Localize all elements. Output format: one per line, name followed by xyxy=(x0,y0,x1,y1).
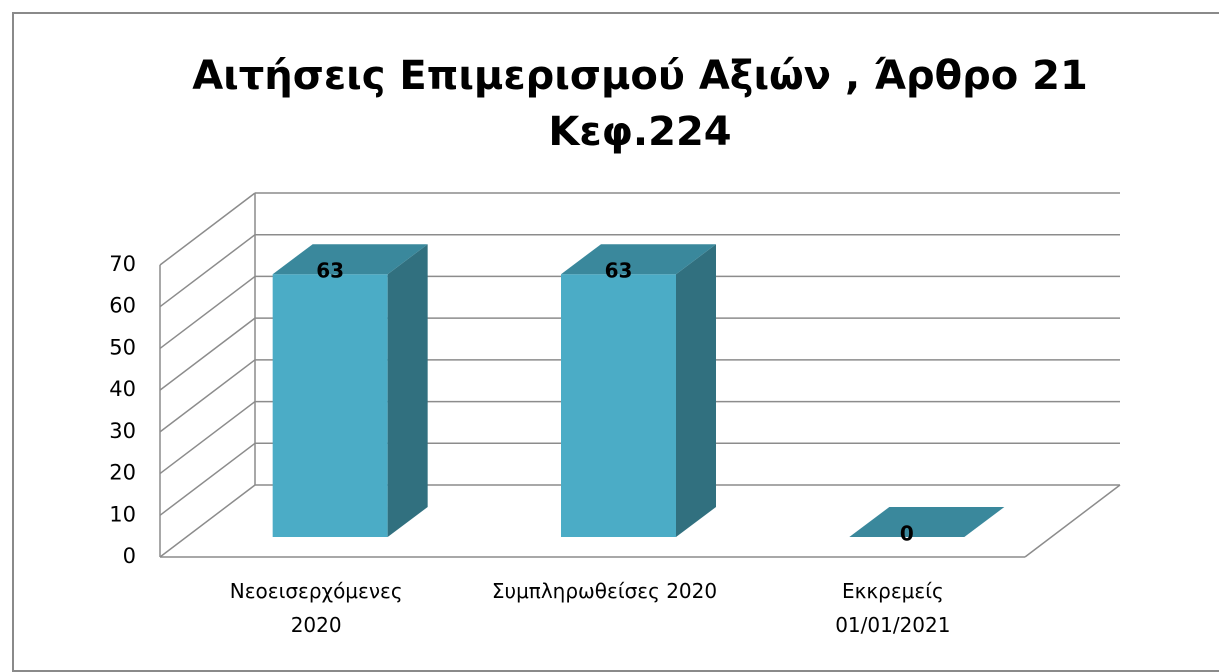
grid-line xyxy=(159,359,256,433)
y-tick-label: 30 xyxy=(109,419,136,443)
chart: 0 10 20 30 40 50 60 70 63 63 0 xyxy=(109,192,1121,568)
y-tick-label: 0 xyxy=(123,544,136,568)
grid-line xyxy=(159,442,256,516)
page: 0 10 20 30 40 50 60 70 63 63 0 Αιτήσεις Επιμερισμο… xyxy=(12,12,1219,672)
y-tick-label: 60 xyxy=(109,294,136,318)
y-tick-label: 70 xyxy=(109,252,136,276)
bar xyxy=(272,244,428,537)
bar xyxy=(849,507,1005,537)
value-label: 63 xyxy=(605,259,633,283)
y-tick-label: 20 xyxy=(109,461,136,485)
bar-top xyxy=(849,507,1005,537)
bar-front xyxy=(272,274,388,537)
floor-edge xyxy=(1024,484,1121,558)
value-label: 63 xyxy=(316,259,344,283)
bar xyxy=(561,244,716,537)
x-tick-label: Εκκρεμείς 01/01/2021 xyxy=(835,579,951,637)
y-tick-label: 10 xyxy=(109,502,136,526)
grid-line xyxy=(159,234,256,308)
bar-top xyxy=(272,244,428,275)
bar-front xyxy=(561,274,676,537)
grid-line xyxy=(159,275,256,350)
bar-side xyxy=(676,244,716,537)
grid-line xyxy=(159,400,256,475)
bar-top xyxy=(561,244,716,275)
grid-line xyxy=(159,317,256,391)
bar-side xyxy=(387,244,428,537)
grid-line xyxy=(159,192,256,266)
x-tick-label: Συμπληρωθείσες 2020 xyxy=(491,579,718,603)
grid-line xyxy=(159,484,256,558)
y-tick-label: 40 xyxy=(109,377,136,401)
value-label: 0 xyxy=(900,522,914,546)
x-tick-label: Νεοεισερχόμενες 2020 xyxy=(229,579,403,637)
y-tick-label: 50 xyxy=(109,335,136,359)
chart-title: Αιτήσεις Επιμερισμού Αξιών , Άρθρο 21 Κε… xyxy=(192,53,1088,155)
